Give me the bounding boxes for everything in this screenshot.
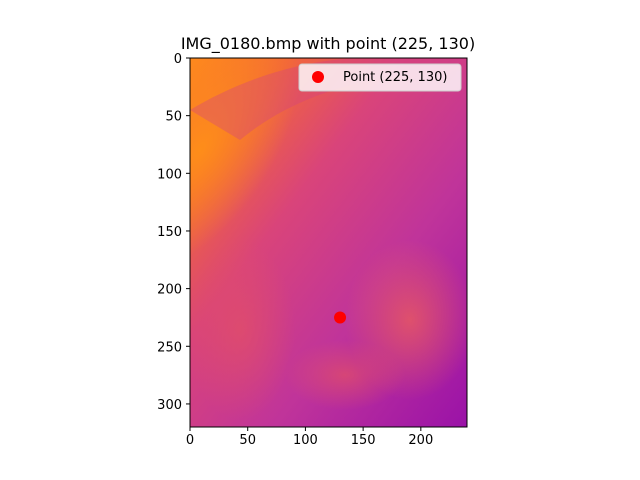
y-tick-label: 250 [157,340,182,355]
y-tick-label: 150 [157,225,182,240]
legend-label: Point (225, 130) [343,70,447,85]
legend: Point (225, 130) [298,63,462,92]
y-tick-label: 100 [157,167,182,182]
scatter-points [334,311,347,324]
x-tick-label: 150 [351,433,376,448]
y-axis: 0 50 100 150 200 250 300 [157,52,190,413]
x-tick-label: 100 [293,433,318,448]
plot-area [189,57,468,428]
axes-frame [189,57,468,428]
x-tick-label: 200 [408,433,433,448]
legend-marker [312,71,324,83]
x-axis: 0 50 100 150 200 [186,427,433,448]
x-tick-label: 0 [186,433,194,448]
scatter-point [334,311,347,324]
y-tick-label: 0 [174,52,182,67]
chart-title: IMG_0180.bmp with point (225, 130) [181,34,475,54]
y-tick-label: 200 [157,283,182,298]
x-tick-label: 50 [239,433,256,448]
y-tick-label: 50 [165,110,182,125]
legend-box [298,63,462,92]
thermal-image [190,58,467,427]
y-tick-label: 300 [157,398,182,413]
